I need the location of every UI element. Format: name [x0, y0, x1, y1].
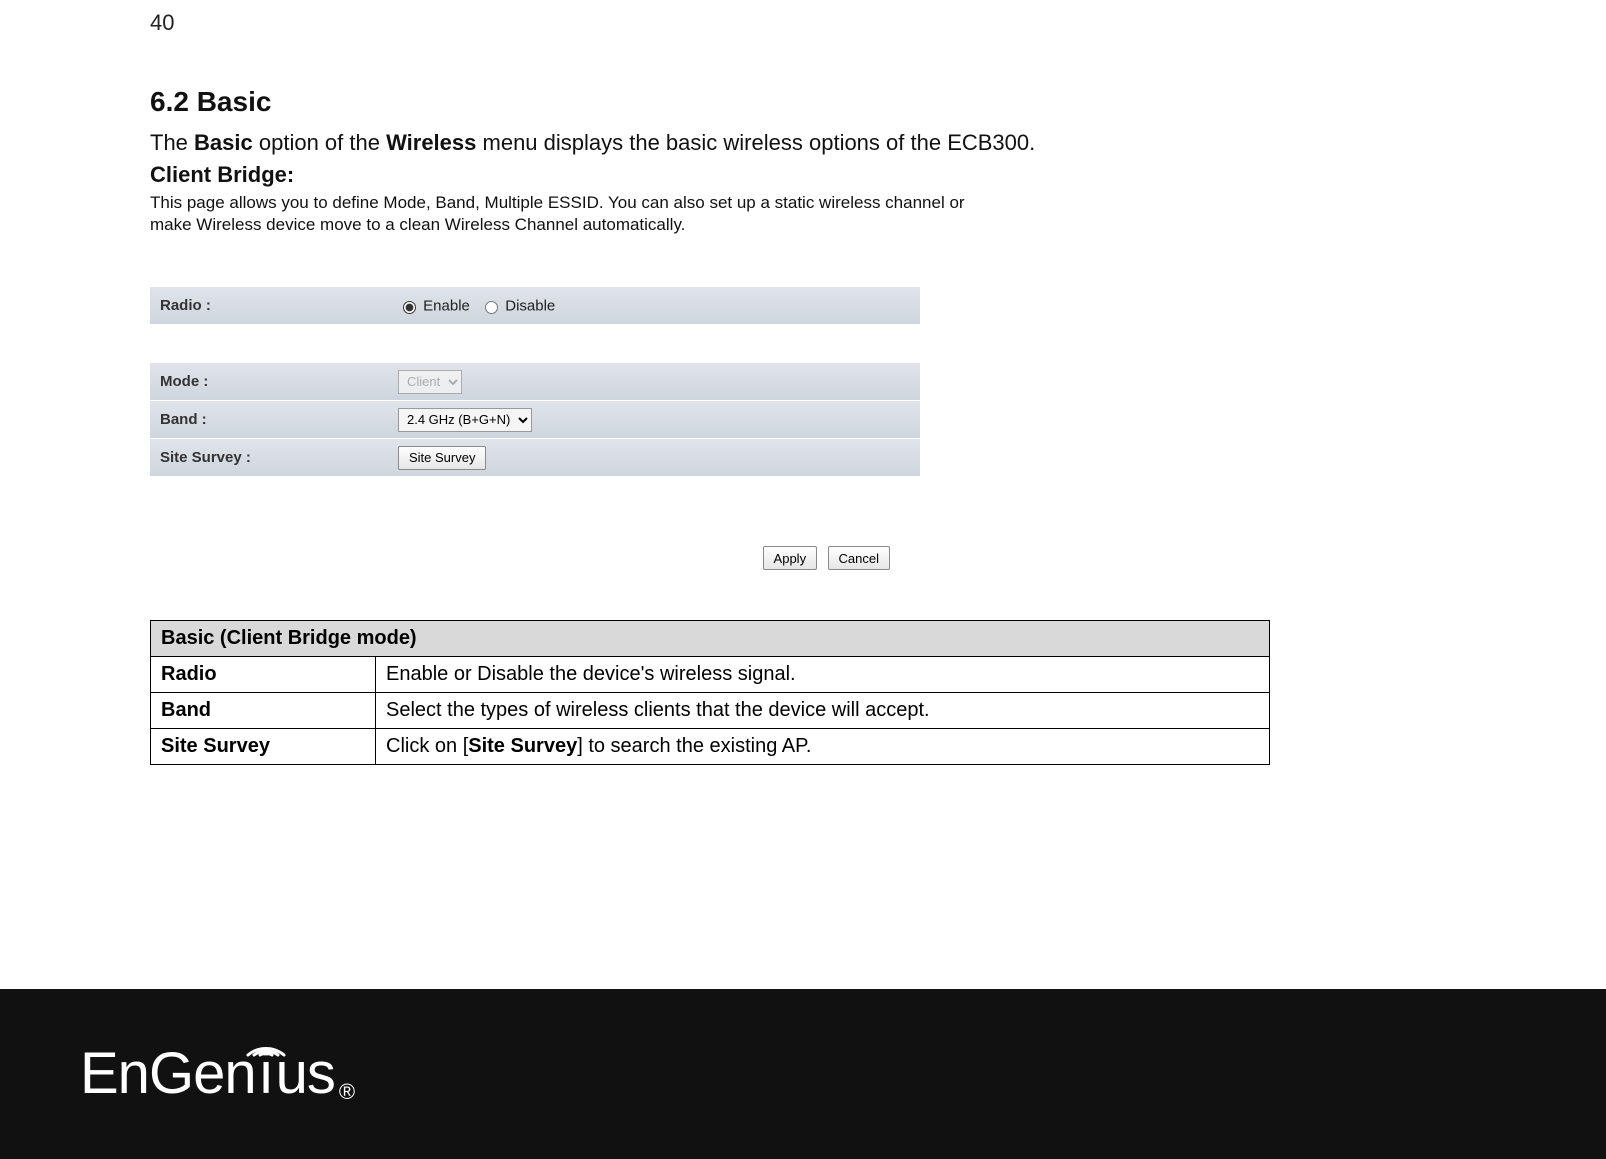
radio-group: Enable Disable	[390, 293, 920, 319]
row-mode: Mode : Client	[150, 362, 920, 400]
logo-reg-icon: ®	[339, 1081, 354, 1103]
intro-bold-basic: Basic	[194, 130, 253, 155]
intro-text: The Basic option of the Wireless menu di…	[150, 130, 1456, 156]
label-site-survey: Site Survey :	[150, 442, 390, 473]
desc-key-sitesurvey: Site Survey	[151, 729, 376, 765]
subheading-client-bridge: Client Bridge:	[150, 162, 1456, 188]
basic-form: Radio : Enable Disable Mode : Client	[150, 286, 920, 476]
apply-button[interactable]: Apply	[763, 546, 818, 570]
select-mode: Client	[398, 370, 462, 394]
site-survey-button[interactable]: Site Survey	[398, 446, 486, 470]
brand-logo: EnGen i us®	[80, 1045, 354, 1103]
desc-key-band: Band	[151, 693, 376, 729]
intro-bold-wireless: Wireless	[386, 130, 476, 155]
page-number: 40	[150, 10, 1456, 36]
table-row: Site Survey Click on [Site Survey] to se…	[151, 729, 1270, 765]
select-band[interactable]: 2.4 GHz (B+G+N)	[398, 408, 532, 432]
radio-enable-input[interactable]	[403, 301, 416, 314]
intro-suffix: menu displays the basic wireless options…	[476, 130, 1035, 155]
desc-table: Basic (Client Bridge mode) Radio Enable …	[150, 620, 1270, 765]
radio-disable[interactable]: Disable	[480, 297, 555, 314]
logo-i-wrap: i	[256, 1045, 276, 1103]
logo-g: Gen	[149, 1045, 256, 1103]
apply-cancel-row: Apply Cancel	[150, 546, 920, 570]
desc-val-band: Select the types of wireless clients tha…	[376, 693, 1270, 729]
row-band: Band : 2.4 GHz (B+G+N)	[150, 400, 920, 438]
wifi-icon	[244, 1029, 288, 1059]
table-row: Band Select the types of wireless client…	[151, 693, 1270, 729]
desc-val-sitesurvey: Click on [Site Survey] to search the exi…	[376, 729, 1270, 765]
footer: EnGen i us®	[0, 989, 1606, 1159]
logo-en: En	[80, 1045, 149, 1103]
desc-key-radio: Radio	[151, 657, 376, 693]
label-radio: Radio :	[150, 290, 390, 321]
label-mode: Mode :	[150, 366, 390, 397]
table-row: Radio Enable or Disable the device's wir…	[151, 657, 1270, 693]
spacer-row	[150, 324, 920, 362]
intro-mid: option of the	[253, 130, 386, 155]
section-heading: 6.2 Basic	[150, 86, 1456, 118]
intro-prefix: The	[150, 130, 194, 155]
radio-enable[interactable]: Enable	[398, 297, 474, 314]
radio-enable-text: Enable	[423, 297, 470, 314]
label-band: Band :	[150, 404, 390, 435]
page-blurb: This page allows you to define Mode, Ban…	[150, 192, 970, 236]
desc-ss-pre: Click on [	[386, 735, 468, 757]
row-site-survey: Site Survey : Site Survey	[150, 438, 920, 476]
desc-val-radio: Enable or Disable the device's wireless …	[376, 657, 1270, 693]
cancel-button[interactable]: Cancel	[828, 546, 890, 570]
radio-disable-input[interactable]	[485, 301, 498, 314]
desc-ss-post: ] to search the existing AP.	[577, 735, 811, 757]
radio-disable-text: Disable	[505, 297, 555, 314]
row-radio: Radio : Enable Disable	[150, 286, 920, 324]
desc-table-header: Basic (Client Bridge mode)	[151, 621, 1270, 657]
desc-ss-bold: Site Survey	[468, 735, 577, 757]
